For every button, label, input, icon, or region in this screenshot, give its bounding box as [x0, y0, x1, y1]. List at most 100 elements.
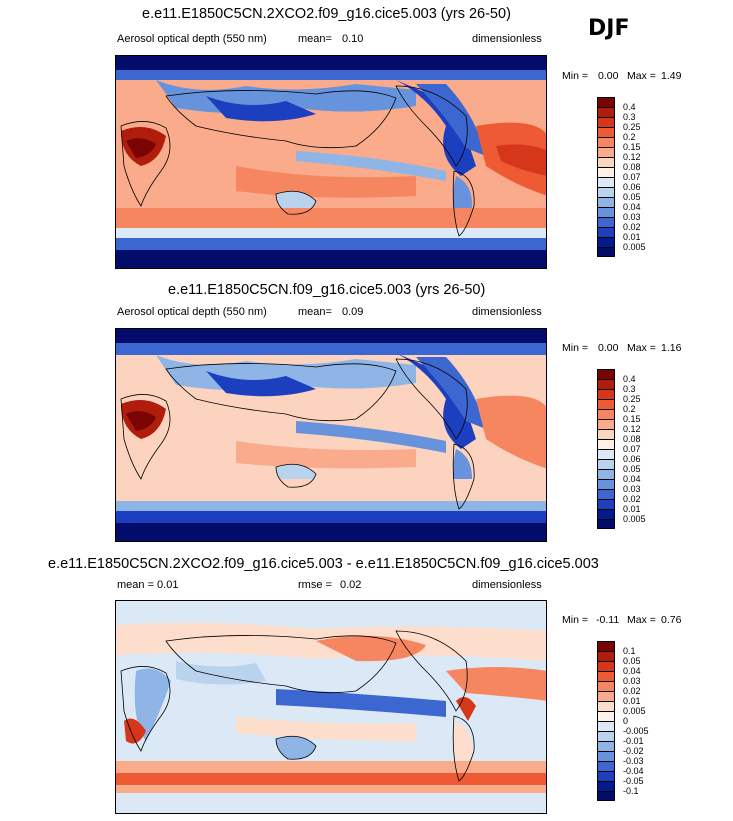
colorbar-swatch	[597, 661, 615, 671]
colorbar-tick-label: 0.05	[623, 656, 641, 666]
colorbar-swatch	[597, 791, 615, 801]
colorbar-tick-label: -0.1	[623, 786, 639, 796]
colorbar-swatch	[597, 691, 615, 701]
colorbar-tick-label: 0.06	[623, 454, 641, 464]
colorbar-swatch	[597, 137, 615, 147]
colorbar-tick-label: 0.4	[623, 374, 636, 384]
panel3-title: e.e11.E1850C5CN.2XCO2.f09_g16.cice5.003 …	[48, 556, 599, 572]
colorbar-tick-label: -0.05	[623, 776, 644, 786]
colorbar-tick-label: 0.02	[623, 222, 641, 232]
colorbar-tick-label: 0.12	[623, 424, 641, 434]
colorbar-swatch	[597, 247, 615, 257]
colorbar-tick-label: 0.04	[623, 202, 641, 212]
panel3-colorbar	[597, 641, 615, 801]
colorbar-tick-label: 0.005	[623, 706, 646, 716]
colorbar-swatch	[597, 369, 615, 379]
panel3-rmse-value: 0.02	[340, 579, 362, 591]
colorbar-tick-label: -0.04	[623, 766, 644, 776]
colorbar-tick-label: 0.05	[623, 464, 641, 474]
colorbar-tick-label: 0.02	[623, 686, 641, 696]
panel2-max-value: 1.16	[661, 342, 682, 354]
season-badge: DJF	[588, 16, 630, 41]
panel2-mean-value: 0.09	[342, 306, 364, 318]
panel2-max-label: Max =	[627, 342, 656, 354]
colorbar-tick-label: -0.01	[623, 736, 644, 746]
panel1-variable-label: Aerosol optical depth (550 nm)	[117, 33, 267, 45]
colorbar-swatch	[597, 701, 615, 711]
colorbar-swatch	[597, 147, 615, 157]
colorbar-swatch	[597, 379, 615, 389]
colorbar-swatch	[597, 217, 615, 227]
panel2-min-value: 0.00	[598, 342, 619, 354]
colorbar-swatch	[597, 519, 615, 529]
colorbar-swatch	[597, 671, 615, 681]
panel1-mean-label: mean=	[298, 33, 332, 45]
panel2-title: e.e11.E1850C5CN.f09_g16.cice5.003 (yrs 2…	[168, 282, 486, 298]
panel1-max-label: Max =	[627, 70, 656, 82]
colorbar-swatch	[597, 711, 615, 721]
colorbar-tick-label: 0.3	[623, 384, 636, 394]
panel1-units: dimensionless	[472, 33, 542, 45]
colorbar-tick-label: 0.04	[623, 666, 641, 676]
colorbar-tick-label: 0.03	[623, 484, 641, 494]
colorbar-tick-label: 0	[623, 716, 629, 726]
colorbar-swatch	[597, 157, 615, 167]
panel2-map	[115, 328, 547, 542]
panel3-units: dimensionless	[472, 579, 542, 591]
colorbar-tick-label: 0.005	[623, 514, 646, 524]
colorbar-swatch	[597, 429, 615, 439]
colorbar-swatch	[597, 459, 615, 469]
colorbar-tick-label: 0.05	[623, 192, 641, 202]
colorbar-swatch	[597, 781, 615, 791]
colorbar-tick-label: 0.1	[623, 646, 636, 656]
colorbar-swatch	[597, 721, 615, 731]
panel3-min-label: Min =	[562, 614, 588, 626]
colorbar-tick-label: 0.01	[623, 232, 641, 242]
panel2-min-label: Min =	[562, 342, 588, 354]
colorbar-swatch	[597, 117, 615, 127]
colorbar-tick-label: -0.005	[623, 726, 649, 736]
panel2-units: dimensionless	[472, 306, 542, 318]
colorbar-swatch	[597, 641, 615, 651]
colorbar-swatch	[597, 399, 615, 409]
colorbar-swatch	[597, 469, 615, 479]
colorbar-tick-label: 0.3	[623, 112, 636, 122]
colorbar-tick-label: 0.25	[623, 122, 641, 132]
colorbar-tick-label: 0.03	[623, 676, 641, 686]
colorbar-swatch	[597, 177, 615, 187]
panel1-max-value: 1.49	[661, 70, 682, 82]
colorbar-swatch	[597, 237, 615, 247]
colorbar-tick-label: -0.03	[623, 756, 644, 766]
panel2-variable-label: Aerosol optical depth (550 nm)	[117, 306, 267, 318]
colorbar-swatch	[597, 227, 615, 237]
colorbar-tick-label: 0.06	[623, 182, 641, 192]
colorbar-swatch	[597, 187, 615, 197]
colorbar-tick-label: 0.01	[623, 696, 641, 706]
panel1-title: e.e11.E1850C5CN.2XCO2.f09_g16.cice5.003 …	[142, 6, 511, 22]
colorbar-tick-label: 0.2	[623, 404, 636, 414]
colorbar-swatch	[597, 107, 615, 117]
colorbar-tick-label: 0.25	[623, 394, 641, 404]
colorbar-tick-label: 0.07	[623, 172, 641, 182]
colorbar-swatch	[597, 489, 615, 499]
panel2-mean-label: mean=	[298, 306, 332, 318]
panel3-min-value: -0.11	[596, 614, 620, 626]
colorbar-tick-label: 0.08	[623, 162, 641, 172]
colorbar-tick-label: 0.2	[623, 132, 636, 142]
panel1-map	[115, 55, 547, 269]
colorbar-swatch	[597, 499, 615, 509]
colorbar-tick-label: 0.04	[623, 474, 641, 484]
colorbar-tick-label: 0.15	[623, 414, 641, 424]
colorbar-swatch	[597, 409, 615, 419]
panel1-min-label: Min =	[562, 70, 588, 82]
colorbar-swatch	[597, 479, 615, 489]
colorbar-swatch	[597, 197, 615, 207]
colorbar-tick-label: 0.03	[623, 212, 641, 222]
panel3-rmse-label: rmse =	[298, 579, 332, 591]
panel2-colorbar	[597, 369, 615, 529]
panel3-map	[115, 600, 547, 814]
colorbar-tick-label: 0.01	[623, 504, 641, 514]
colorbar-swatch	[597, 741, 615, 751]
colorbar-tick-label: 0.4	[623, 102, 636, 112]
colorbar-tick-label: 0.12	[623, 152, 641, 162]
